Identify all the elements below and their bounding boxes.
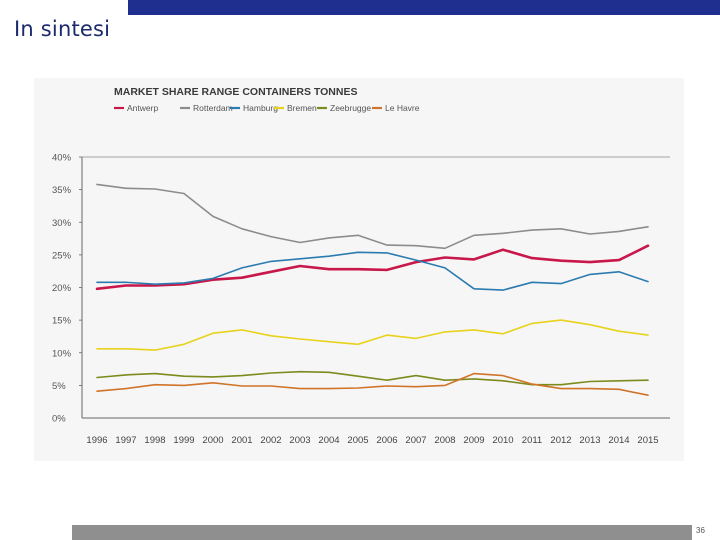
legend-label: Antwerp — [127, 103, 158, 113]
slide-title: In sintesi — [14, 17, 111, 41]
line-chart: MARKET SHARE RANGE CONTAINERS TONNES Ant… — [52, 86, 670, 446]
y-tick-label: 5% — [52, 381, 66, 392]
x-tick-label: 1997 — [115, 435, 136, 446]
chart-panel: MARKET SHARE RANGE CONTAINERS TONNES Ant… — [34, 78, 684, 461]
legend: Antwerp Rotterdam Hamburg Bremen Zeebrugge Le… — [114, 103, 420, 113]
y-tick-label: 0% — [52, 414, 66, 425]
top-accent-bar — [128, 0, 720, 15]
x-tick-label: 2002 — [260, 435, 281, 446]
y-tick-label: 35% — [52, 185, 72, 196]
y-tick-label: 10% — [52, 348, 72, 359]
x-tick-label: 2013 — [579, 435, 600, 446]
x-tick-label: 2015 — [637, 435, 658, 446]
x-tick-label: 2001 — [231, 435, 252, 446]
x-tick-label: 2003 — [289, 435, 310, 446]
series-line-hamburg — [96, 251, 649, 291]
series-line-bremen — [96, 319, 649, 351]
legend-label: Bremen — [287, 103, 317, 113]
page-number: 36 — [696, 526, 705, 535]
y-tick-label: 30% — [52, 218, 72, 229]
x-axis: 1996 1997 1998 1999 2000 2001 2002 2003 2004 2005… — [86, 435, 658, 446]
series-line-rotterdam — [96, 183, 649, 250]
legend-label: Zeebrugge — [330, 103, 371, 113]
x-tick-label: 2014 — [608, 435, 629, 446]
x-tick-label: 2005 — [347, 435, 368, 446]
x-tick-label: 1999 — [173, 435, 194, 446]
x-tick-label: 2008 — [434, 435, 455, 446]
legend-label: Le Havre — [385, 103, 420, 113]
x-tick-label: 2006 — [376, 435, 397, 446]
x-tick-label: 2009 — [463, 435, 484, 446]
series-lines — [95, 183, 650, 397]
x-tick-label: 2007 — [405, 435, 426, 446]
x-tick-label: 2011 — [522, 435, 542, 446]
x-tick-label: 1996 — [86, 435, 107, 446]
bottom-accent-bar — [72, 525, 692, 540]
y-axis: 0% 5% 10% 15% 20% 25% 30% 35% 40% — [52, 153, 670, 425]
y-tick-label: 20% — [52, 283, 72, 294]
chart-title: MARKET SHARE RANGE CONTAINERS TONNES — [114, 86, 357, 98]
x-tick-label: 2004 — [318, 435, 339, 446]
x-tick-label: 2012 — [550, 435, 571, 446]
x-tick-label: 2000 — [202, 435, 223, 446]
series-line-le-havre — [96, 372, 649, 397]
legend-label: Rotterdam — [193, 103, 233, 113]
y-tick-label: 40% — [52, 153, 72, 164]
legend-label: Hamburg — [243, 103, 278, 113]
series-line-zeebrugge — [96, 370, 649, 386]
x-tick-label: 1998 — [144, 435, 165, 446]
y-tick-label: 25% — [52, 250, 72, 261]
y-tick-label: 15% — [52, 316, 72, 327]
x-tick-label: 2010 — [492, 435, 513, 446]
series-line-antwerp — [95, 244, 650, 291]
